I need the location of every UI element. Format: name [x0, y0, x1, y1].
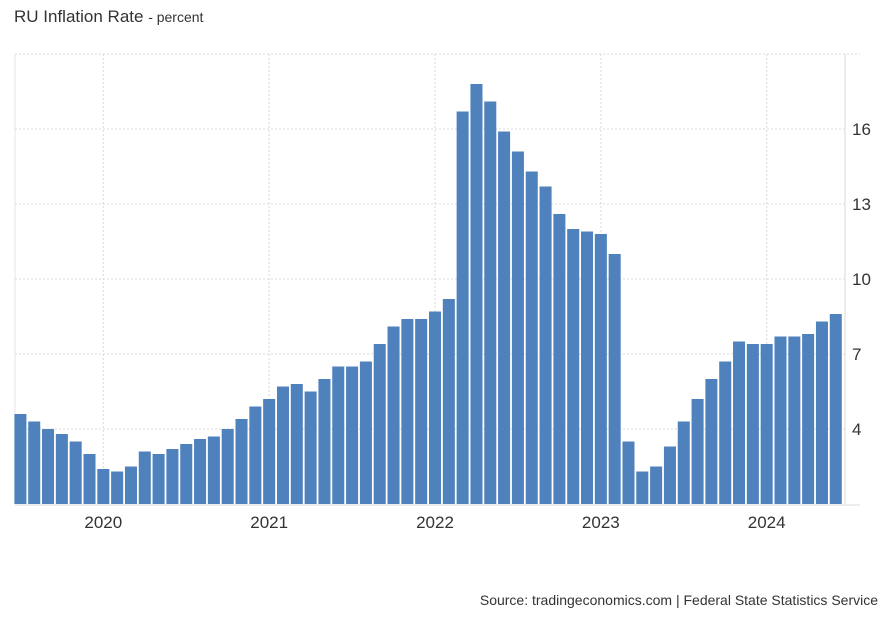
bar: 2023-08: 5.2	[691, 399, 704, 504]
bar: 2022-09: 13.7	[539, 186, 552, 504]
bar: 2022-01: 8.7	[428, 311, 442, 504]
bar: 2022-12: 11.9	[581, 231, 594, 504]
bar: 2023-03: 3.5	[622, 441, 635, 504]
bar: 2024-04: 7.8	[802, 334, 815, 504]
bar: 2022-02: 9.2	[442, 299, 455, 504]
bar: 2019-08: 4.3	[28, 421, 41, 504]
bar: 2021-11: 8.4	[401, 319, 414, 504]
bar: 2021-03: 5.8	[290, 384, 303, 504]
bar: 2020-08: 3.6	[194, 439, 207, 504]
bar: 2023-04: 2.3	[636, 471, 649, 504]
bar: 2023-05: 2.5	[650, 466, 663, 504]
bar: 2021-10: 8.1	[387, 326, 400, 504]
source-attribution: Source: tradingeconomics.com | Federal S…	[479, 592, 878, 608]
bar: 2020-01: 2.4	[97, 469, 110, 504]
bar: 2021-04: 5.5	[304, 391, 317, 504]
bar: 2023-07: 4.3	[677, 421, 690, 504]
y-tick-label: 16	[852, 120, 871, 139]
bar: 2021-09: 7.4	[373, 344, 386, 504]
x-tick-label: 2020	[84, 513, 122, 532]
bar: 2022-07: 15.1	[511, 151, 524, 504]
y-tick-label: 13	[852, 195, 871, 214]
bar: 2024-01: 7.4	[760, 344, 773, 504]
x-tick-label: 2021	[250, 513, 288, 532]
bar: 2024-03: 7.7	[788, 336, 801, 504]
chart-title-unit: - percent	[148, 9, 204, 25]
chart-title: RU Inflation Rate - percent	[14, 7, 203, 27]
bar: 2019-11: 3.5	[69, 441, 82, 504]
y-tick-label: 7	[852, 345, 861, 364]
y-tick-label: 4	[852, 420, 861, 439]
bar: 2021-05: 6	[318, 379, 331, 504]
bar: 2023-06: 3.3	[663, 446, 676, 504]
bar: 2024-05: 8.3	[815, 321, 828, 504]
bar: 2020-02: 2.3	[111, 471, 124, 504]
bar: 2021-06: 6.5	[332, 366, 345, 504]
x-tick-label: 2024	[748, 513, 786, 532]
bar: 2022-04: 17.8	[470, 84, 483, 504]
bar: 2020-05: 3	[152, 454, 165, 504]
bar: 2021-02: 5.7	[276, 386, 289, 504]
bar: 2023-10: 6.7	[719, 361, 732, 504]
bar: 2023-02: 11	[608, 254, 621, 504]
bar: 2021-08: 6.7	[359, 361, 372, 504]
bar: 2022-03: 16.7	[456, 111, 469, 504]
bar: 2022-11: 12	[567, 229, 580, 504]
bar: 2022-06: 15.9	[498, 131, 511, 504]
bar: 2019-07: 4.6	[14, 414, 27, 504]
x-tick-label: 2023	[582, 513, 620, 532]
bar: 2023-09: 6	[705, 379, 718, 504]
bar: 2022-10: 12.6	[553, 214, 566, 504]
bar: 2021-12: 8.4	[415, 319, 428, 504]
bar: 2020-12: 4.9	[249, 406, 262, 504]
bar: 2023-12: 7.4	[746, 344, 759, 504]
bar: 2020-11: 4.4	[235, 419, 248, 504]
bar: 2022-05: 17.1	[484, 101, 497, 504]
bar-series: 2019-07: 4.62019-08: 4.32019-09: 42019-1…	[14, 84, 842, 504]
x-tick-label: 2022	[416, 513, 454, 532]
bar: 2020-04: 3.1	[138, 451, 151, 504]
bar: 2020-03: 2.5	[124, 466, 137, 504]
bar: 2019-09: 4	[42, 429, 55, 504]
bar: 2020-10: 4	[221, 429, 234, 504]
bar: 2023-11: 7.5	[733, 341, 746, 504]
bar: 2020-07: 3.4	[180, 444, 193, 504]
axes: 4 7 10 13 16 2020 2021 2022 2023 2024	[15, 54, 871, 532]
bar: 2019-10: 3.8	[55, 434, 68, 504]
chart-title-main: RU Inflation Rate	[14, 7, 144, 26]
bar: 2020-09: 3.7	[207, 436, 220, 504]
y-tick-label: 10	[852, 270, 871, 289]
bar: 2024-02: 7.7	[774, 336, 787, 504]
bar: 2019-12: 3	[83, 454, 96, 504]
bar: 2022-08: 14.3	[525, 171, 538, 504]
bar: 2021-01: 5.2	[263, 399, 276, 504]
bar: 2021-07: 6.5	[346, 366, 359, 504]
bar: 2020-06: 3.2	[166, 449, 179, 504]
bar: 2023-01: 11.8	[594, 234, 607, 504]
bar: 2024-06: 8.6	[829, 314, 842, 504]
